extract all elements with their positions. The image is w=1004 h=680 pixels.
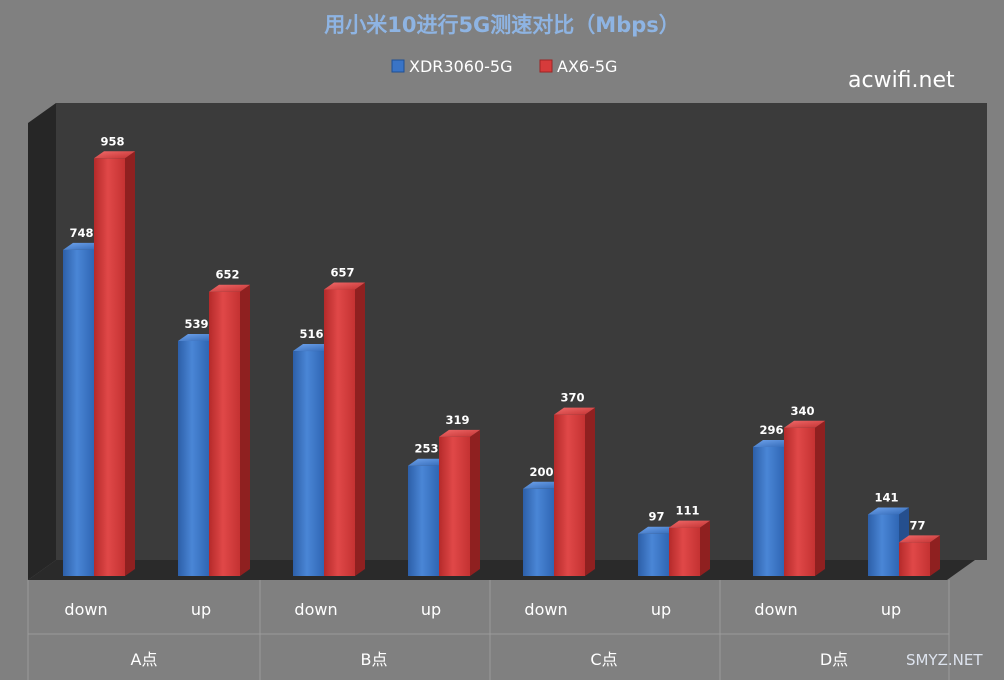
bar-top-series-0 [408,458,449,466]
bar-series-0 [523,488,554,576]
data-label-series-1: 319 [445,413,469,427]
bar-series-0 [293,351,324,576]
side-wall [28,103,56,580]
bar-top-series-0 [523,481,564,489]
bar-series-1 [669,527,700,576]
data-label-series-0: 253 [414,442,438,456]
bar-top-series-0 [293,344,334,352]
bar-top-series-1 [784,420,825,428]
group-label: D点 [820,650,848,669]
bar-series-1 [94,158,125,576]
bar-series-0 [753,446,784,576]
bar-top-series-1 [94,151,135,159]
legend-swatch-series-1 [539,59,553,73]
group-label: A点 [131,650,158,669]
legend: XDR3060-5G AX6-5G [391,57,617,76]
legend-label-series-1: AX6-5G [557,57,617,76]
watermark-smyz: SMYZ.NET [906,651,983,669]
legend-item-series-0: XDR3060-5G [391,57,512,76]
legend-item-series-1: AX6-5G [539,57,617,76]
bar-series-1 [324,289,355,576]
category-label: up [421,600,441,619]
category-label: up [191,600,211,619]
bar-side-series-1 [355,282,365,576]
bar-series-1 [554,414,585,576]
bar-top-series-1 [209,284,250,292]
data-label-series-1: 111 [675,504,699,518]
category-label: up [651,600,671,619]
bar-top-series-0 [753,439,794,447]
data-label-series-1: 958 [100,134,124,148]
bar-side-series-1 [585,407,595,576]
category-label: down [524,600,567,619]
category-label: down [294,600,337,619]
data-label-series-1: 370 [560,391,584,405]
bar-series-0 [408,465,439,576]
bar-top-series-0 [178,333,219,341]
bar-side-series-1 [240,284,250,576]
data-label-series-0: 296 [759,423,783,437]
bar-series-0 [638,533,669,576]
data-label-series-0: 97 [648,510,664,524]
bar-top-series-1 [899,535,940,543]
bar-top-series-1 [324,282,365,290]
bar-side-series-1 [125,151,135,576]
bar-top-series-0 [868,507,909,515]
bar-side-series-1 [700,520,710,576]
bars: 748 958 539 652 516 657 253 319 200 370 97 111 296 34… [63,134,940,576]
bar-top-series-0 [63,242,104,250]
group-label: C点 [590,650,617,669]
data-label-series-0: 539 [184,317,208,331]
bar-series-1 [784,427,815,576]
watermark-acwifi: acwifi.net [848,68,955,93]
bar-side-series-1 [470,429,480,576]
bar-top-series-0 [638,526,679,534]
category-label: down [64,600,107,619]
data-label-series-1: 657 [330,266,354,280]
bar-top-series-1 [554,407,595,415]
category-label: down [754,600,797,619]
data-label-series-0: 748 [69,226,93,240]
chart-title: 用小米10进行5G测速对比（Mbps） [324,13,680,37]
data-label-series-0: 200 [529,465,553,479]
bar-top-series-1 [439,429,480,437]
data-label-series-0: 516 [299,327,323,341]
bar-series-0 [178,340,209,576]
group-label: B点 [361,650,388,669]
bar-series-0 [868,514,899,576]
bar-series-1 [439,436,470,576]
floor [28,560,975,580]
bar-series-1 [209,291,240,576]
data-label-series-1: 77 [909,518,925,532]
data-label-series-1: 340 [790,404,814,418]
bar-side-series-1 [815,420,825,576]
legend-label-series-0: XDR3060-5G [409,57,512,76]
category-label: up [881,600,901,619]
bar-series-1 [899,542,930,576]
bar-top-series-1 [669,520,710,528]
legend-swatch-series-0 [391,59,405,73]
bar-side-series-1 [930,535,940,576]
data-label-series-0: 141 [874,491,898,505]
data-label-series-1: 652 [215,268,239,282]
bar-series-0 [63,249,94,576]
back-wall [56,103,987,560]
